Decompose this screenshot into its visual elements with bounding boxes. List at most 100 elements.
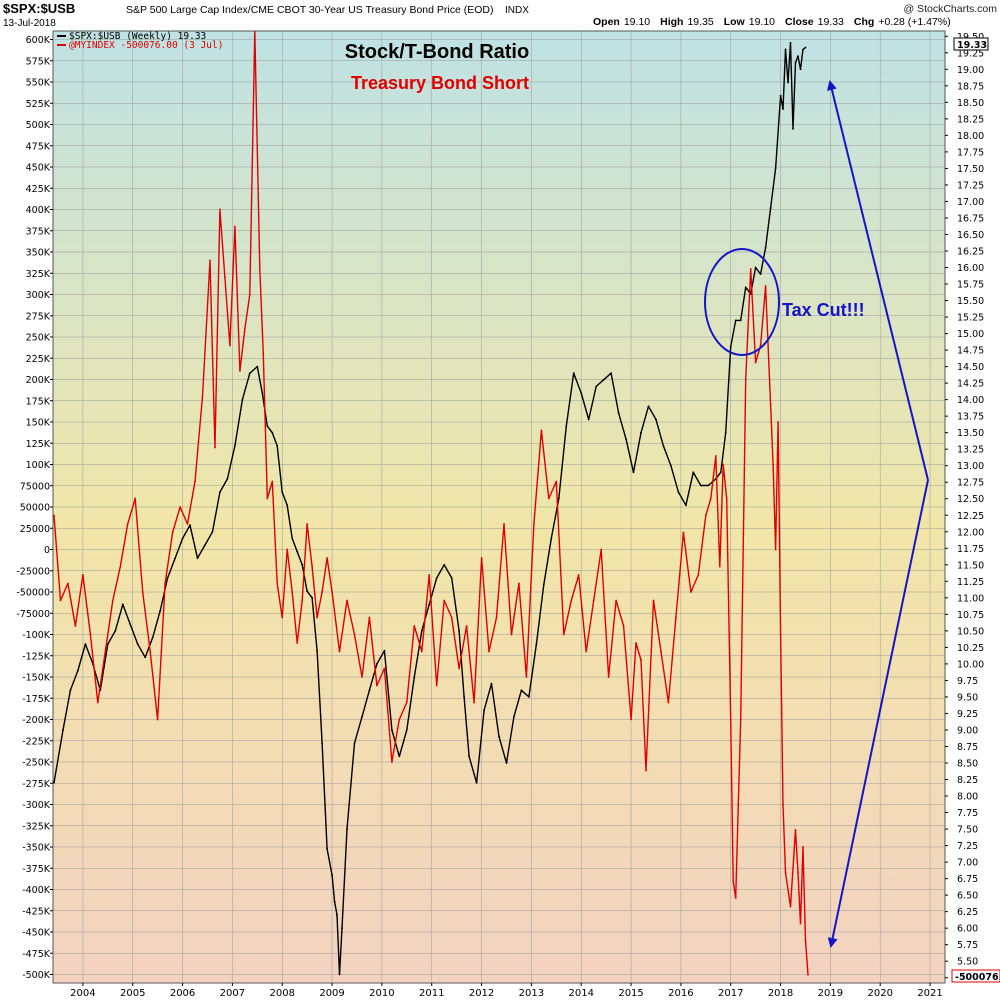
- index-point: [331, 591, 333, 593]
- ratio-point: [602, 378, 605, 381]
- ratio-point: [535, 643, 538, 645]
- index-point: [141, 591, 144, 593]
- ratio-point: [321, 742, 323, 745]
- right-tick-label: 15.25: [957, 313, 984, 324]
- index-point: [234, 225, 236, 228]
- ratio-point: [797, 55, 799, 57]
- index-point: [640, 659, 642, 661]
- index-point: [667, 701, 670, 704]
- right-tick-label: 17.25: [957, 180, 984, 191]
- right-tick-label: 8.00: [957, 792, 978, 803]
- ratio-point: [291, 537, 294, 540]
- left-tick-label: 175K: [26, 396, 51, 407]
- right-tick-label: 9.25: [957, 709, 978, 720]
- ratio-point: [610, 372, 612, 375]
- ratio-point: [754, 266, 757, 269]
- ratio-point: [435, 577, 438, 579]
- index-point: [253, 31, 256, 32]
- high-label: High: [660, 16, 683, 28]
- index-point: [518, 582, 520, 585]
- ratio-point: [256, 365, 259, 368]
- index-point: [749, 268, 752, 270]
- right-tick-label: 10.00: [957, 659, 984, 670]
- left-tick-label: -175K: [22, 694, 51, 705]
- left-tick-label: -100K: [22, 630, 51, 641]
- ratio-point: [443, 563, 446, 566]
- index-point: [156, 718, 159, 721]
- ratio-point: [625, 438, 627, 441]
- ratio-point: [565, 425, 568, 427]
- index-point: [316, 616, 318, 619]
- x-tick-label: 2012: [469, 988, 494, 999]
- left-tick-label: 325K: [26, 269, 51, 280]
- ratio-point: [121, 603, 124, 606]
- ratio-point: [376, 663, 378, 665]
- index-point: [607, 676, 610, 678]
- index-point: [89, 633, 92, 636]
- index-point: [74, 625, 77, 627]
- ratio-point: [346, 828, 348, 830]
- index-point: [759, 344, 762, 347]
- index-point: [503, 523, 505, 525]
- legend: $SPX:$USB (Weekly) 19.33 @MYINDEX -50007…: [57, 31, 223, 51]
- ratio-point: [266, 425, 269, 427]
- ratio-point: [181, 537, 184, 540]
- index-point: [194, 480, 196, 483]
- x-tick-label: 2019: [818, 988, 843, 999]
- ratio-point: [353, 742, 356, 745]
- right-tick-label: 17.50: [957, 164, 984, 175]
- index-point: [96, 701, 99, 704]
- ratio-point: [405, 729, 408, 731]
- index-point: [134, 497, 137, 500]
- index-point: [186, 523, 189, 525]
- ratio-point: [475, 781, 478, 784]
- left-tick-label: -25000: [16, 566, 50, 577]
- right-tick-label: 18.50: [957, 98, 984, 109]
- index-point: [248, 293, 251, 296]
- index-point: [296, 642, 299, 644]
- index-point: [119, 565, 122, 568]
- index-point: [585, 650, 588, 653]
- right-tick-label: 11.75: [957, 544, 984, 555]
- ratio-point: [794, 61, 797, 64]
- index-point: [804, 939, 807, 942]
- ratio-point: [306, 590, 308, 593]
- index-point: [244, 327, 246, 330]
- right-tick-label: 15.50: [957, 296, 984, 307]
- open-value: 19.10: [624, 16, 650, 28]
- index-point: [311, 565, 313, 568]
- x-tick-label: 2017: [718, 988, 743, 999]
- x-tick-label: 2021: [917, 988, 942, 999]
- index-point: [286, 548, 289, 551]
- index-point: [480, 557, 483, 559]
- left-tick-label: 600K: [26, 35, 51, 46]
- ratio-point: [301, 563, 304, 566]
- x-tick-label: 2007: [220, 988, 245, 999]
- index-point: [615, 599, 617, 602]
- index-point: [473, 701, 475, 704]
- left-tick-label: 300K: [26, 290, 51, 301]
- index-point: [201, 395, 204, 398]
- right-tick-label: 18.75: [957, 81, 984, 92]
- index-point: [764, 285, 767, 287]
- left-tick-label: -300K: [22, 800, 51, 811]
- index-point: [732, 880, 735, 882]
- right-tick-label: 14.50: [957, 362, 984, 373]
- index-point: [266, 497, 269, 500]
- ratio-point: [276, 445, 279, 447]
- index-point: [630, 718, 632, 721]
- index-point: [224, 276, 226, 279]
- index-point: [258, 268, 261, 270]
- index-point: [281, 616, 284, 619]
- ratio-point: [734, 319, 737, 322]
- index-point: [729, 718, 732, 721]
- low-label: Low: [724, 16, 746, 28]
- legend-entry-index: @MYINDEX -500076.00 (3 Jul): [69, 40, 223, 51]
- index-point: [652, 599, 655, 602]
- ratio-point: [458, 630, 460, 632]
- x-tick-label: 2009: [319, 988, 344, 999]
- index-point: [179, 506, 182, 508]
- series-lines: [53, 31, 809, 976]
- index-point: [53, 514, 55, 517]
